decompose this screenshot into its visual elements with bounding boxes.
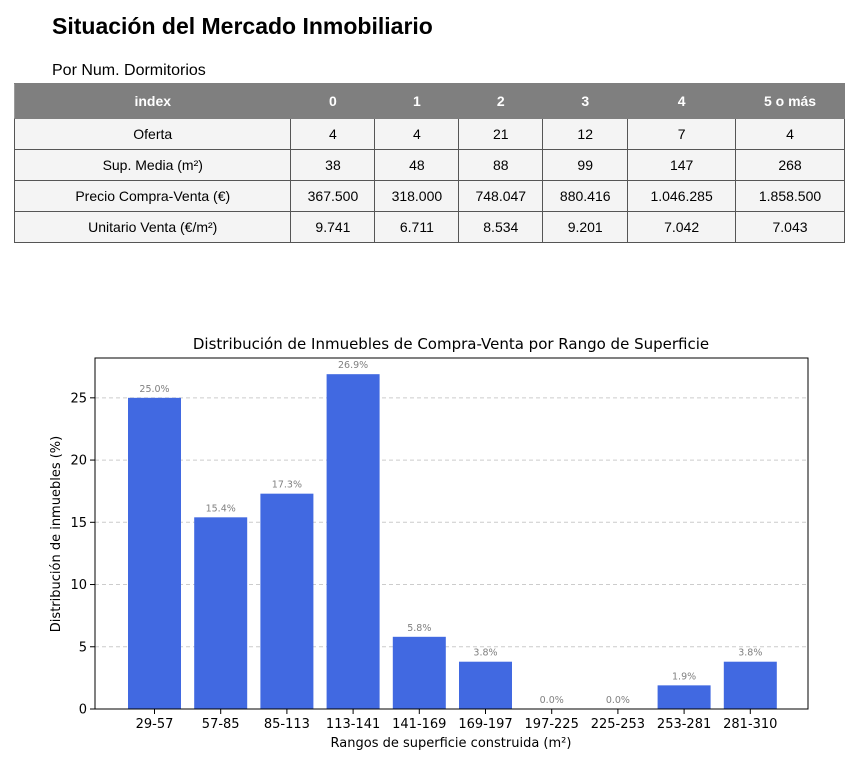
x-tick-label: 197-225 <box>525 717 579 732</box>
table-cell: 4 <box>290 118 376 150</box>
y-tick-label: 15 <box>70 516 87 531</box>
table-cell: 367.500 <box>290 180 376 212</box>
section-subtitle: Por Num. Dormitorios <box>52 62 206 79</box>
x-tick-label: 29-57 <box>136 717 174 732</box>
table-cell: 21 <box>458 118 544 150</box>
table-cell: 88 <box>458 149 544 181</box>
bar <box>326 374 380 709</box>
table-header-cell: 0 <box>290 83 376 119</box>
x-tick-label: 169-197 <box>458 717 512 732</box>
table-header-cell: index <box>13 83 292 119</box>
table-cell: 880.416 <box>542 180 629 212</box>
y-tick-label: 25 <box>70 391 87 406</box>
plot-frame <box>94 357 809 710</box>
table-cell: 7.042 <box>627 211 737 243</box>
x-tick-label: 281-310 <box>723 717 777 732</box>
table-row: Unitario Venta (€/m²) 9.741 6.711 8.534 … <box>13 211 845 243</box>
bar-chart: Distribución de Inmuebles de Compra-Vent… <box>49 335 809 751</box>
bar-value-label: 15.4% <box>206 503 236 514</box>
bar <box>459 661 512 709</box>
table-header-cell: 1 <box>374 83 460 119</box>
table-row: Oferta 4 4 21 12 7 4 <box>13 118 845 150</box>
bar <box>128 397 181 709</box>
bar-value-label: 3.8% <box>738 648 762 659</box>
bar <box>194 517 248 709</box>
bedrooms-table: index 0 1 2 3 4 5 o más Oferta 4 4 21 12… <box>13 83 845 243</box>
y-axis-label: Distribución de inmuebles (%) <box>49 436 64 632</box>
table-cell: 147 <box>627 149 737 181</box>
chart-title: Distribución de Inmuebles de Compra-Vent… <box>193 335 709 353</box>
bar <box>392 636 446 709</box>
y-tick-label: 0 <box>79 703 87 718</box>
y-tick-label: 5 <box>79 640 87 655</box>
table-cell: 8.534 <box>458 211 544 243</box>
x-tick-label: 85-113 <box>264 717 310 732</box>
bar-value-label: 17.3% <box>272 480 302 491</box>
table-cell: 1.046.285 <box>627 180 737 212</box>
table-cell: 9.741 <box>290 211 376 243</box>
table-cell: 1.858.500 <box>735 180 845 212</box>
bar-value-label: 25.0% <box>139 384 169 395</box>
table-cell: Precio Compra-Venta (€) <box>13 180 292 212</box>
table-cell: Oferta <box>13 118 292 150</box>
y-tick-label: 20 <box>70 454 87 469</box>
table-cell: 4 <box>735 118 845 150</box>
bar-value-label: 26.9% <box>338 360 368 371</box>
table-cell: 7.043 <box>735 211 845 243</box>
bar-value-label: 0.0% <box>606 695 630 706</box>
chart-container: Distribución de Inmuebles de Compra-Vent… <box>0 320 864 762</box>
x-tick-label: 253-281 <box>657 717 711 732</box>
table-cell: 48 <box>374 149 460 181</box>
x-axis: 29-57 57-85 85-113 113-141 141-169 169-197 197… <box>136 709 777 732</box>
table-header-row: index 0 1 2 3 4 5 o más <box>13 83 845 119</box>
table-header-cell: 2 <box>458 83 544 119</box>
table-cell: 4 <box>374 118 460 150</box>
table-row: Precio Compra-Venta (€) 367.500 318.000 … <box>13 180 845 212</box>
table-cell: 6.711 <box>374 211 460 243</box>
x-tick-label: 57-85 <box>202 717 240 732</box>
bars <box>128 374 777 709</box>
x-tick-label: 225-253 <box>591 717 645 732</box>
table-cell: 38 <box>290 149 376 181</box>
table-row: Sup. Media (m²) 38 48 88 99 147 268 <box>13 149 845 181</box>
x-axis-label: Rangos de superficie construida (m²) <box>331 736 572 751</box>
table-header-cell: 5 o más <box>735 83 845 119</box>
table-cell: Unitario Venta (€/m²) <box>13 211 292 243</box>
bar-value-label: 1.9% <box>672 671 696 682</box>
y-tick-label: 10 <box>70 578 87 593</box>
table-cell: Sup. Media (m²) <box>13 149 292 181</box>
bar-value-label: 0.0% <box>540 695 564 706</box>
y-axis: 0 5 10 15 20 25 <box>70 391 95 718</box>
table-cell: 748.047 <box>458 180 544 212</box>
table-cell: 12 <box>542 118 629 150</box>
page-title: Situación del Mercado Inmobiliario <box>52 13 433 39</box>
x-tick-label: 113-141 <box>326 717 380 732</box>
bar <box>723 661 777 709</box>
table-header-cell: 3 <box>542 83 629 119</box>
bar-value-label: 5.8% <box>407 623 431 634</box>
bar-value-label: 3.8% <box>473 648 497 659</box>
table-cell: 9.201 <box>542 211 629 243</box>
table-cell: 7 <box>627 118 737 150</box>
bar <box>657 685 711 709</box>
table-cell: 99 <box>542 149 629 181</box>
table-cell: 268 <box>735 149 845 181</box>
table-header-cell: 4 <box>627 83 737 119</box>
x-tick-label: 141-169 <box>392 717 446 732</box>
table-cell: 318.000 <box>374 180 460 212</box>
bar <box>260 493 314 709</box>
data-labels: 25.0% 15.4% 17.3% 26.9% 5.8% 3.8% 0.0% 0.0% 1.9%… <box>139 360 762 706</box>
